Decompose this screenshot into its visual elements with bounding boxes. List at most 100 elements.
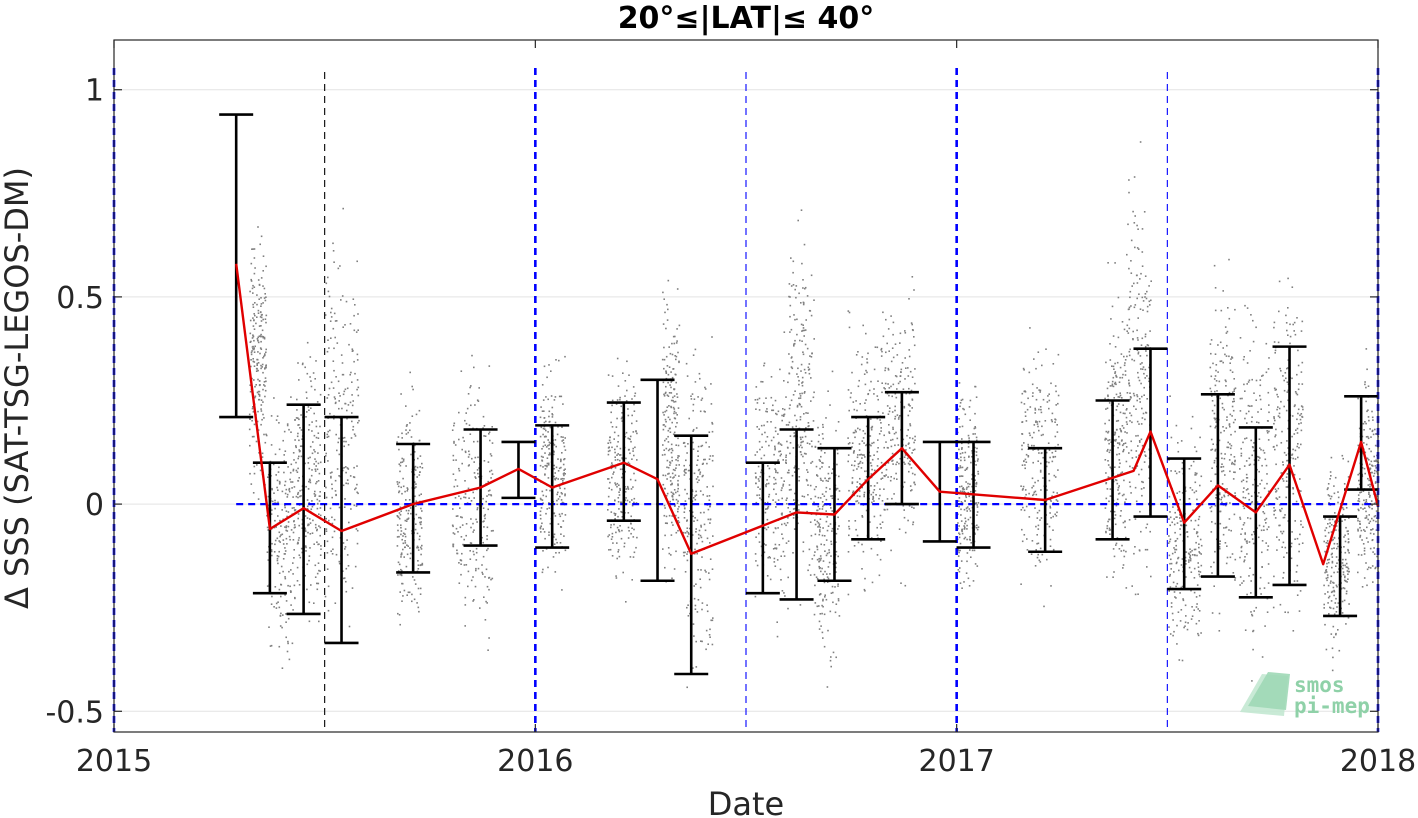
scatter-point (288, 658, 291, 661)
scatter-point (476, 521, 478, 523)
scatter-point (670, 386, 672, 389)
scatter-point (1125, 446, 1128, 448)
scatter-point (282, 614, 284, 616)
scatter-point (895, 463, 897, 466)
scatter-point (1130, 440, 1132, 443)
scatter-point (808, 564, 811, 566)
scatter-point (1194, 446, 1196, 448)
scatter-point (253, 351, 256, 353)
scatter-point (281, 667, 284, 669)
scatter-point (621, 416, 623, 419)
scatter-point (252, 292, 254, 294)
scatter-point (770, 376, 773, 378)
scatter-point (1116, 453, 1118, 456)
scatter-point (262, 357, 264, 359)
scatter-point (704, 388, 707, 390)
scatter-point (793, 342, 796, 345)
scatter-point (869, 455, 872, 457)
scatter-point (285, 636, 287, 639)
scatter-point (562, 473, 565, 475)
scatter-point (1115, 479, 1118, 482)
scatter-point (1039, 547, 1042, 550)
scatter-point (267, 529, 269, 531)
scatter-point (358, 419, 360, 422)
scatter-point (880, 461, 883, 464)
scatter-point (1115, 376, 1118, 378)
scatter-point (1141, 228, 1144, 230)
scatter-point (1038, 509, 1041, 512)
scatter-point (971, 485, 973, 488)
scatter-point (959, 466, 962, 469)
scatter-point (406, 544, 408, 546)
scatter-point (959, 452, 962, 455)
scatter-point (1229, 447, 1232, 450)
scatter-point (1179, 533, 1182, 536)
scatter-point (343, 506, 346, 508)
scatter-point (250, 262, 253, 265)
scatter-point (1021, 540, 1024, 543)
scatter-point (284, 504, 286, 507)
scatter-point (1129, 485, 1132, 488)
scatter-point (1045, 461, 1048, 463)
scatter-point (1144, 296, 1146, 298)
scatter-point (1148, 300, 1151, 303)
scatter-point (257, 312, 260, 314)
scatter-point (755, 482, 757, 485)
scatter-point (277, 562, 279, 565)
scatter-point (848, 534, 850, 537)
scatter-point (768, 475, 771, 478)
scatter-point (1257, 455, 1259, 458)
scatter-point (1226, 488, 1228, 490)
scatter-point (1231, 391, 1234, 393)
scatter-point (250, 483, 253, 485)
scatter-point (700, 526, 702, 528)
scatter-point (1277, 396, 1279, 398)
scatter-point (314, 388, 316, 391)
scatter-point (837, 498, 839, 501)
scatter-point (460, 573, 462, 576)
scatter-point (886, 342, 888, 345)
scatter-point (325, 530, 328, 532)
scatter-point (835, 656, 837, 659)
scatter-point (1036, 534, 1038, 536)
scatter-point (610, 411, 612, 414)
scatter-point (757, 465, 760, 468)
scatter-point (459, 559, 462, 561)
scatter-point (1291, 377, 1293, 380)
scatter-point (674, 335, 676, 338)
scatter-point (1266, 420, 1269, 422)
scatter-point (976, 524, 978, 527)
scatter-point (967, 446, 970, 448)
scatter-point (907, 462, 910, 465)
scatter-point (1042, 456, 1044, 459)
scatter-point (249, 444, 251, 447)
scatter-point (1114, 362, 1116, 365)
scatter-point (1128, 306, 1131, 309)
scatter-point (611, 375, 614, 377)
scatter-point (665, 370, 667, 372)
scatter-point (327, 430, 329, 433)
scatter-point (1230, 358, 1232, 360)
scatter-point (1290, 557, 1293, 560)
scatter-point (559, 542, 562, 544)
scatter-point (1190, 571, 1193, 573)
scatter-point (1189, 559, 1192, 562)
scatter-point (682, 551, 685, 554)
scatter-point (404, 519, 407, 522)
scatter-point (1048, 479, 1051, 482)
scatter-point (1273, 417, 1275, 420)
scatter-point (299, 495, 301, 498)
scatter-point (304, 366, 306, 369)
scatter-point (765, 410, 767, 413)
scatter-point (273, 606, 275, 608)
scatter-point (818, 594, 821, 596)
scatter-point (807, 471, 809, 473)
scatter-point (1123, 328, 1126, 331)
scatter-point (863, 495, 865, 498)
scatter-point (1211, 612, 1214, 614)
scatter-point (483, 425, 486, 427)
scatter-point (620, 501, 622, 504)
scatter-point (260, 367, 262, 370)
scatter-point (1126, 330, 1128, 332)
scatter-point (671, 515, 673, 517)
